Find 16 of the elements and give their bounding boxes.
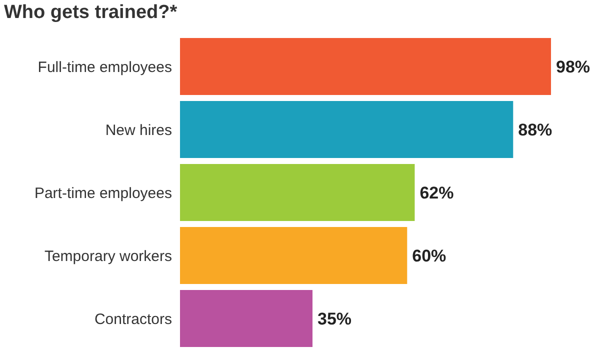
bar — [180, 101, 514, 158]
bar — [180, 38, 551, 95]
data-label: 98% — [556, 58, 590, 77]
bar — [180, 227, 408, 284]
bar — [180, 290, 312, 347]
y-tick-label: Part-time employees — [34, 184, 172, 202]
y-tick-label: Contractors — [94, 310, 172, 328]
chart-title: Who gets trained?* — [3, 1, 178, 25]
data-label: 60% — [412, 246, 446, 266]
bar — [180, 164, 415, 221]
data-label: 88% — [518, 120, 552, 140]
y-tick-label: Temporary workers — [44, 248, 172, 265]
data-label: 35% — [318, 310, 352, 329]
data-label: 62% — [420, 184, 454, 203]
y-tick-label: New hires — [105, 122, 172, 139]
y-tick-label: Full-time employees — [38, 58, 172, 76]
